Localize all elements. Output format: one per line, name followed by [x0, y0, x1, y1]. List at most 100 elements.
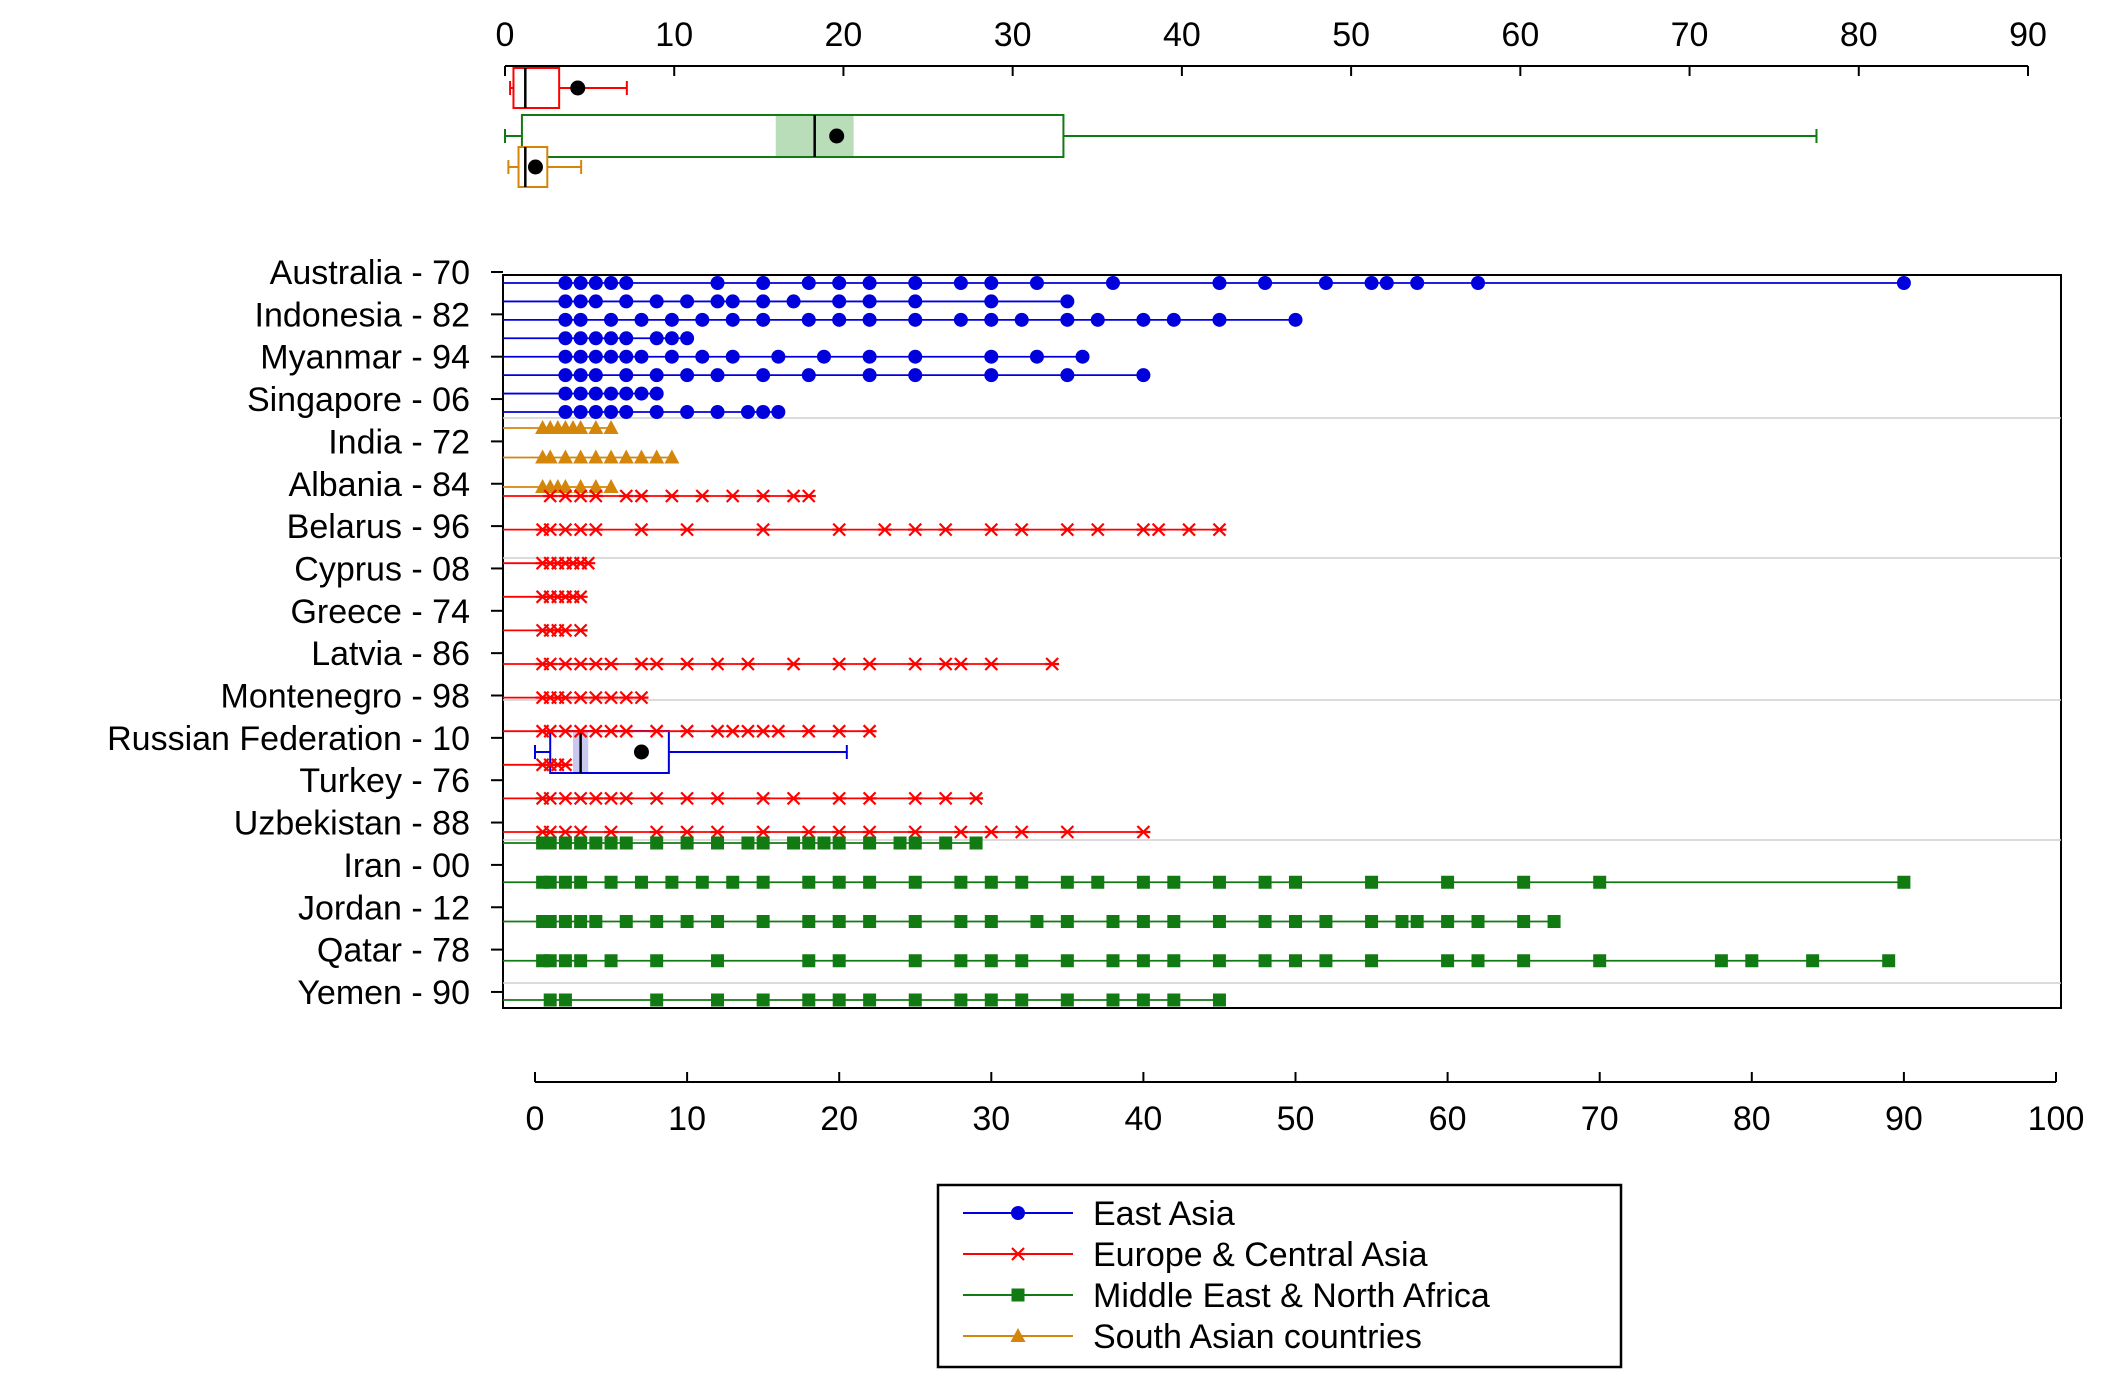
- data-point: [953, 657, 968, 671]
- data-point: [908, 349, 923, 364]
- data-point: [1106, 993, 1120, 1007]
- data-point: [604, 312, 619, 327]
- data-point: [574, 954, 588, 968]
- data-point: [543, 875, 557, 889]
- data-point: [619, 791, 634, 806]
- data-point: [664, 312, 679, 327]
- data-point: [665, 875, 679, 889]
- data-point: [832, 791, 847, 806]
- data-point: [680, 405, 695, 419]
- data-point: [604, 690, 619, 705]
- category-label: Turkey - 76: [299, 762, 470, 800]
- data-point: [832, 915, 846, 928]
- data-point: [1010, 1328, 1026, 1342]
- data-point: [1258, 954, 1272, 968]
- data-point: [680, 522, 695, 537]
- data-point: [1136, 368, 1151, 383]
- data-point: [588, 724, 603, 738]
- data-point: [619, 276, 634, 290]
- data-point: [756, 276, 771, 290]
- data-point: [710, 294, 725, 309]
- data-point: [1060, 294, 1075, 309]
- data-point: [908, 791, 923, 806]
- data-point: [1106, 954, 1120, 968]
- data-point: [802, 954, 816, 968]
- category-label: Myanmar - 94: [260, 339, 470, 377]
- data-point: [801, 368, 816, 383]
- data-point: [1167, 915, 1181, 928]
- data-point: [650, 954, 664, 968]
- data-point: [574, 915, 588, 928]
- category-label: Albania - 84: [289, 466, 470, 504]
- data-point: [558, 758, 573, 772]
- data-point: [1410, 915, 1424, 928]
- data-point: [740, 405, 755, 419]
- data-point: [619, 331, 634, 346]
- data-point: [1136, 954, 1150, 968]
- data-point: [984, 825, 999, 839]
- data-point: [634, 386, 649, 401]
- data-point: [588, 368, 603, 383]
- data-point: [558, 791, 573, 806]
- data-point: [573, 449, 589, 464]
- data-point: [710, 405, 725, 419]
- top-axis-tick-label: 50: [1332, 16, 1370, 54]
- data-point: [680, 368, 695, 383]
- data-point: [588, 690, 603, 705]
- data-point: [832, 836, 846, 850]
- data-point: [543, 657, 558, 671]
- data-point: [588, 420, 604, 434]
- data-point: [573, 724, 588, 738]
- data-point: [1896, 276, 1911, 290]
- data-point: [1167, 875, 1181, 889]
- data-point: [908, 875, 922, 889]
- data-point: [756, 825, 771, 839]
- data-point: [1212, 875, 1226, 889]
- data-point: [558, 312, 573, 327]
- data-point: [756, 836, 770, 850]
- data-series: [503, 836, 1911, 1007]
- data-point: [604, 349, 619, 364]
- data-point: [619, 368, 634, 383]
- data-point: [664, 489, 679, 503]
- data-point: [573, 825, 588, 839]
- data-point: [1517, 954, 1531, 968]
- data-point: [1212, 522, 1227, 537]
- data-point: [573, 276, 588, 290]
- data-point: [1136, 915, 1150, 928]
- data-point: [832, 312, 847, 327]
- data-point: [1015, 993, 1029, 1007]
- data-point: [1075, 349, 1090, 364]
- data-point: [558, 875, 572, 889]
- data-point: [558, 386, 573, 401]
- data-point: [984, 993, 998, 1007]
- data-point: [863, 836, 877, 850]
- data-series: [503, 276, 1911, 419]
- data-point: [877, 522, 892, 537]
- box-plot-mean: [633, 744, 649, 760]
- data-point: [1364, 276, 1379, 290]
- box-plot-mean: [570, 80, 586, 96]
- data-point: [908, 294, 923, 309]
- data-point: [588, 276, 603, 290]
- data-point: [1714, 954, 1728, 968]
- data-point: [573, 349, 588, 364]
- data-point: [726, 875, 740, 889]
- data-point: [1289, 915, 1302, 928]
- data-point: [633, 449, 649, 464]
- data-point: [1060, 954, 1074, 968]
- data-point: [543, 724, 558, 738]
- data-point: [557, 479, 573, 493]
- data-point: [619, 386, 634, 401]
- data-point: [588, 386, 603, 401]
- data-point: [558, 489, 573, 503]
- data-point: [1105, 276, 1120, 290]
- data-point: [1060, 825, 1075, 839]
- data-point: [573, 479, 589, 493]
- data-point: [604, 836, 618, 850]
- data-point: [573, 294, 588, 309]
- box-plot: [507, 146, 583, 188]
- data-point: [695, 489, 710, 503]
- data-point: [725, 294, 740, 309]
- data-point: [802, 875, 816, 889]
